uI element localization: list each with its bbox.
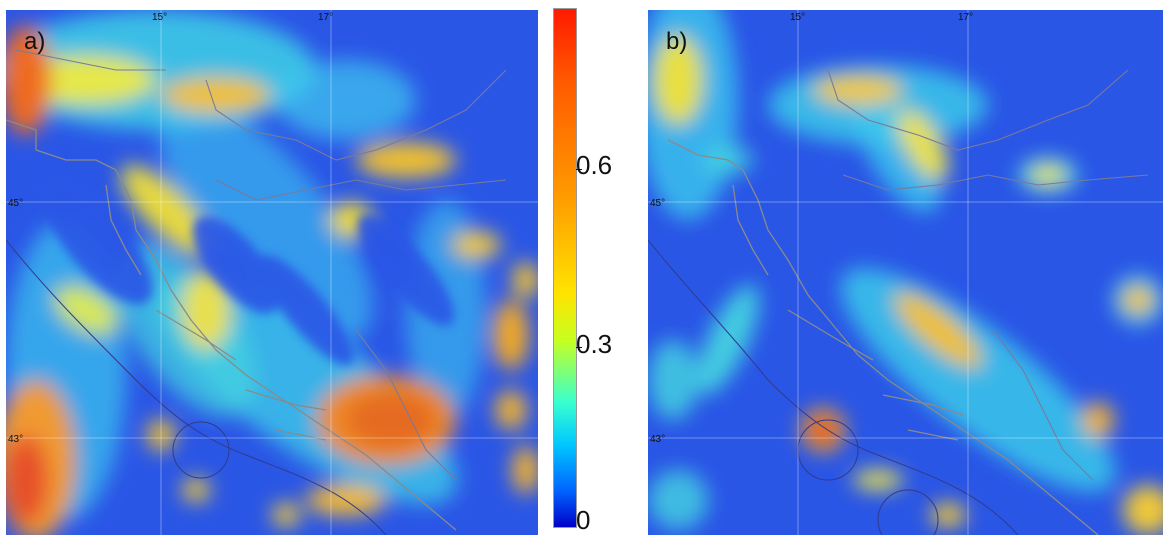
heatmap-b	[648, 10, 1163, 535]
coastline	[667, 139, 1099, 535]
colorbar	[553, 8, 577, 528]
colorbar-tick-0: 0	[576, 505, 591, 535]
map-panel-a: a) 15° 17° 45° 43°	[6, 10, 538, 535]
colorbar-tick-0.3: 0.3	[576, 329, 613, 359]
lon-label-15: 15°	[152, 12, 168, 23]
borders	[15, 49, 507, 481]
colorbar-tick-0.6: 0.6	[576, 150, 613, 180]
lat-label-45: 45°	[650, 198, 666, 209]
heatmap-a	[6, 10, 538, 535]
lat-label-45: 45°	[8, 198, 24, 209]
outer-contour	[648, 239, 1019, 535]
map-panel-b: b) 15° 17° 45° 43°	[648, 10, 1163, 535]
colorbar-tick-mark-0.6	[576, 169, 582, 170]
colorbar-tick-mark-0.3	[576, 347, 582, 348]
lon-label-17: 17°	[318, 12, 334, 23]
outer-contour	[6, 239, 387, 535]
lat-label-43: 43°	[650, 434, 666, 445]
borders	[827, 69, 1149, 481]
panel-label-a: a)	[24, 28, 46, 55]
graticule	[648, 10, 1163, 535]
panel-label-b: b)	[666, 28, 688, 55]
lon-label-17: 17°	[958, 12, 974, 23]
graticule	[6, 10, 538, 535]
coastline	[6, 119, 457, 531]
lat-label-43: 43°	[8, 434, 24, 445]
lon-label-15: 15°	[790, 12, 806, 23]
